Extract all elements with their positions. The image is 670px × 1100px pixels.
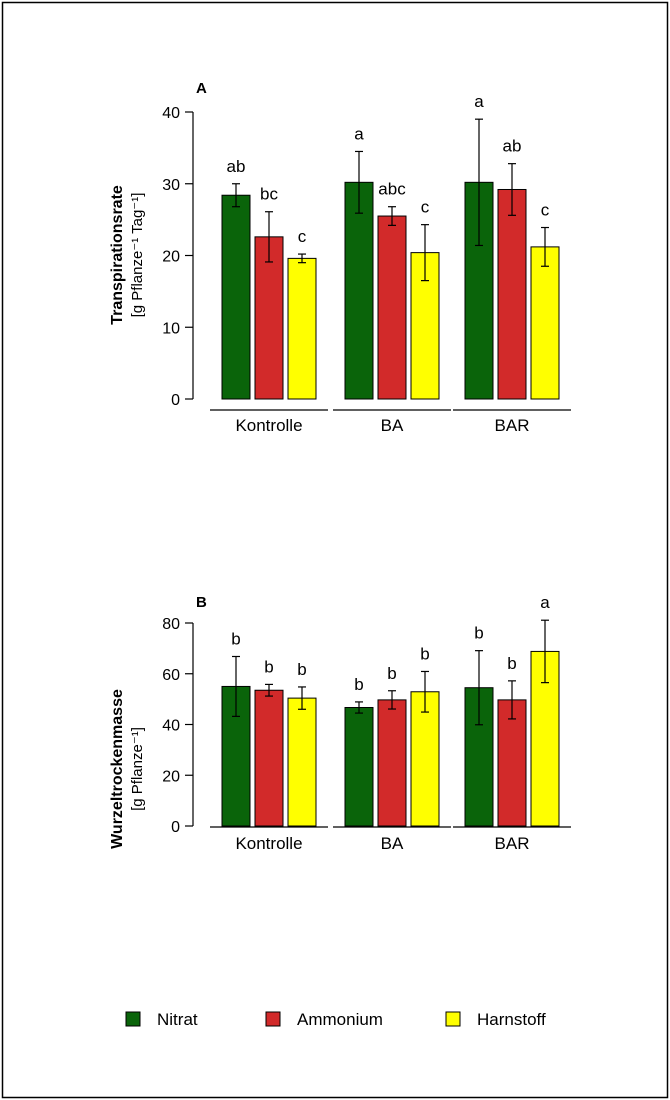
bar [344, 181, 374, 400]
significance-letter: b [297, 660, 306, 679]
bar [410, 691, 440, 827]
category-label: BAR [495, 834, 530, 853]
category-label: Kontrolle [235, 834, 302, 853]
bar [221, 194, 251, 400]
bar [497, 699, 527, 827]
bar [287, 257, 317, 400]
legend-swatch [125, 1011, 141, 1027]
significance-letter: c [541, 201, 550, 220]
bar [254, 236, 284, 400]
panel-b-ylabel-unit: [g Pflanze⁻¹] [129, 727, 146, 811]
bar [377, 215, 407, 400]
y-tick-label: 20 [162, 249, 180, 266]
significance-letter: ab [503, 137, 522, 156]
significance-letter: a [474, 92, 484, 111]
y-tick-label: 80 [162, 616, 180, 633]
bar [497, 188, 527, 400]
category-label: BA [381, 834, 404, 853]
significance-letter: c [298, 227, 307, 246]
significance-letter: a [540, 593, 550, 612]
category-label: BA [381, 416, 404, 435]
significance-letter: b [474, 624, 483, 643]
legend-label: Ammonium [297, 1010, 383, 1029]
significance-letter: b [231, 629, 240, 648]
y-tick-label: 40 [162, 105, 180, 122]
y-tick-label: 10 [162, 320, 180, 337]
panel-a-ylabel-unit: [g Pflanze⁻¹ Tag⁻¹] [129, 193, 146, 318]
legend-label: Nitrat [157, 1010, 198, 1029]
y-tick-label: 30 [162, 177, 180, 194]
y-tick-label: 20 [162, 768, 180, 785]
legend: Nitrat Ammonium Harnstoff [125, 1010, 546, 1029]
category-label: BAR [495, 416, 530, 435]
y-tick-label: 40 [162, 718, 180, 735]
panel-b-ylabel: Wurzeltrockenmasse [109, 689, 126, 849]
category-label: Kontrolle [235, 416, 302, 435]
y-tick-label: 0 [171, 392, 180, 409]
bar [344, 706, 374, 827]
panel-b-chart: B Wurzeltrockenmasse [g Pflanze⁻¹] 0 20 40… [109, 593, 571, 853]
panel-a-letter: A [196, 80, 207, 97]
significance-letter: b [507, 654, 516, 673]
bar [287, 697, 317, 827]
significance-letter: c [421, 198, 430, 217]
significance-letter: a [354, 124, 364, 143]
panel-b-letter: B [196, 594, 207, 611]
bar [377, 699, 407, 827]
legend-swatch [265, 1011, 281, 1027]
bar [254, 689, 284, 827]
legend-label: Harnstoff [477, 1010, 546, 1029]
significance-letter: b [354, 675, 363, 694]
significance-letter: b [387, 664, 396, 683]
panel-a-ylabel: Transpirationsrate [109, 185, 126, 325]
y-tick-label: 60 [162, 667, 180, 684]
significance-letter: bc [260, 185, 278, 204]
significance-letter: b [420, 644, 429, 663]
significance-letter: abc [378, 180, 406, 199]
legend-swatch [445, 1011, 461, 1027]
panel-a-chart: A Transpirationsrate [g Pflanze⁻¹ Tag⁻¹]… [109, 80, 571, 435]
y-tick-label: 0 [171, 819, 180, 836]
bar [530, 246, 560, 400]
significance-letter: b [264, 657, 273, 676]
significance-letter: ab [227, 157, 246, 176]
